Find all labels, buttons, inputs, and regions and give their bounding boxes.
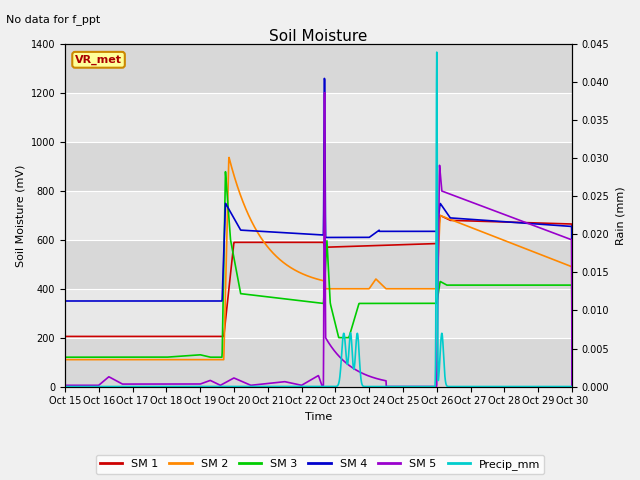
Legend: SM 1, SM 2, SM 3, SM 4, SM 5, Precip_mm: SM 1, SM 2, SM 3, SM 4, SM 5, Precip_mm bbox=[95, 455, 545, 474]
Bar bbox=[65, 337, 572, 386]
Bar bbox=[65, 191, 572, 240]
Bar bbox=[65, 240, 572, 289]
Y-axis label: Rain (mm): Rain (mm) bbox=[615, 186, 625, 245]
X-axis label: Time: Time bbox=[305, 412, 332, 422]
Bar bbox=[65, 289, 572, 337]
Bar bbox=[65, 45, 572, 93]
Y-axis label: Soil Moisture (mV): Soil Moisture (mV) bbox=[15, 164, 25, 267]
Title: Soil Moisture: Soil Moisture bbox=[269, 29, 367, 44]
Bar bbox=[65, 93, 572, 142]
Bar bbox=[65, 142, 572, 191]
Text: VR_met: VR_met bbox=[75, 55, 122, 65]
Text: No data for f_ppt: No data for f_ppt bbox=[6, 14, 100, 25]
